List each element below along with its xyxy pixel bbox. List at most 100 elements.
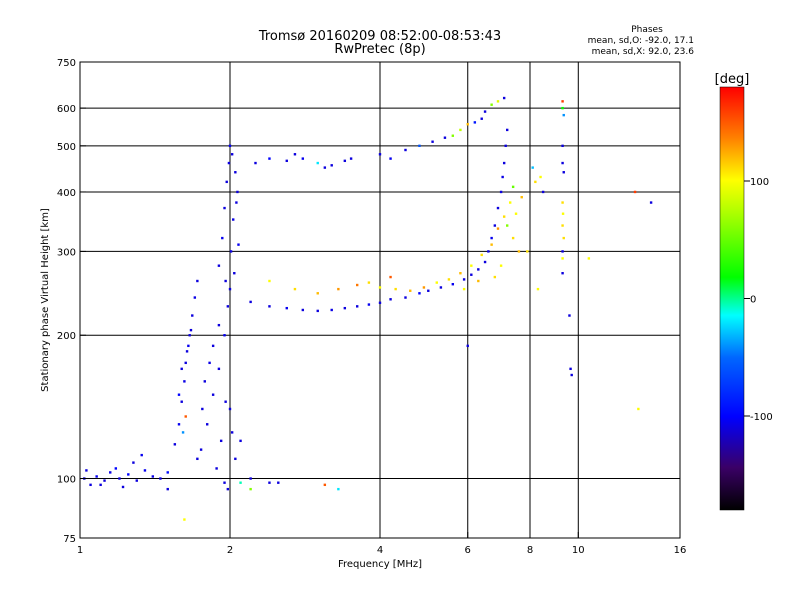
data-point <box>217 367 221 371</box>
data-point <box>561 144 564 148</box>
data-point <box>637 407 640 411</box>
y-tick-label: 300 <box>57 247 76 258</box>
data-point <box>418 144 421 148</box>
x-axis-label: Frequency [MHz] <box>338 559 422 570</box>
data-point <box>180 400 183 403</box>
data-point <box>316 292 319 295</box>
data-point <box>230 153 234 156</box>
data-point <box>132 461 135 464</box>
data-point <box>268 305 271 308</box>
data-point <box>389 157 392 160</box>
data-point <box>184 361 187 365</box>
data-point <box>477 268 480 271</box>
data-point <box>435 281 438 284</box>
data-point <box>561 212 565 215</box>
data-point <box>151 475 155 478</box>
data-point <box>254 161 257 165</box>
data-point <box>367 281 371 284</box>
data-point <box>199 448 203 451</box>
data-point <box>447 278 451 281</box>
data-point <box>293 153 297 156</box>
data-point <box>184 415 187 418</box>
data-point <box>185 350 189 353</box>
data-point <box>228 407 232 411</box>
data-point <box>561 250 564 253</box>
data-point <box>228 144 232 148</box>
data-point <box>277 481 280 484</box>
data-point <box>193 296 197 299</box>
data-point <box>226 487 230 491</box>
data-point <box>389 275 392 279</box>
data-point <box>569 367 572 371</box>
data-point <box>285 306 288 310</box>
data-point <box>531 166 534 169</box>
y-tick-label: 500 <box>57 142 76 153</box>
data-point <box>561 272 564 275</box>
data-point <box>337 287 340 291</box>
x-tick-label: 16 <box>674 545 687 556</box>
data-point <box>389 298 392 301</box>
data-point <box>223 481 226 484</box>
y-axis-label: Stationary phase Virtual Height [km] <box>40 208 51 392</box>
data-point <box>349 157 353 160</box>
data-point <box>568 314 571 317</box>
data-point <box>343 306 347 310</box>
data-point <box>103 479 106 482</box>
data-point <box>177 393 181 396</box>
data-point <box>135 479 138 482</box>
data-point <box>427 289 430 292</box>
data-point <box>114 467 118 470</box>
data-point <box>239 439 242 443</box>
y-tick-label: 75 <box>63 534 76 545</box>
data-point <box>459 128 462 132</box>
x-tick-label: 1 <box>77 545 83 556</box>
data-point <box>215 467 218 470</box>
data-point <box>143 469 147 472</box>
data-point <box>237 243 240 246</box>
data-point <box>490 103 493 106</box>
phase-stats-heading: Phases <box>631 25 663 35</box>
data-point <box>173 443 177 446</box>
data-point <box>431 140 434 143</box>
data-point <box>394 287 397 291</box>
data-point <box>208 361 211 365</box>
data-point <box>451 283 455 286</box>
data-point <box>483 110 487 113</box>
data-point <box>404 296 407 299</box>
data-point <box>166 487 169 491</box>
data-point <box>187 344 190 348</box>
data-point <box>570 373 573 377</box>
data-point <box>201 407 204 411</box>
data-point <box>235 201 238 204</box>
phase-stats-o: mean, sd,O: -92.0, 17.1 <box>588 36 694 46</box>
y-tick-label: 200 <box>57 331 76 342</box>
data-point <box>189 328 193 332</box>
data-point <box>249 300 252 304</box>
y-tick-label: 600 <box>57 104 76 115</box>
data-point <box>378 301 382 304</box>
chart-title: Tromsø 20160209 08:52:00-08:53:43 <box>258 29 501 44</box>
data-point <box>316 309 319 313</box>
phase-stats-x: mean, sd,X: 92.0, 23.6 <box>592 47 695 57</box>
data-point <box>462 287 466 291</box>
data-point <box>502 215 506 218</box>
data-point <box>203 380 206 383</box>
data-point <box>483 260 487 264</box>
data-point <box>499 264 503 267</box>
data-point <box>443 136 447 139</box>
data-point <box>323 166 327 169</box>
data-point <box>511 185 515 189</box>
data-point <box>233 272 236 275</box>
y-tick-label: 100 <box>57 475 76 486</box>
data-point <box>418 292 421 295</box>
data-point <box>249 487 252 491</box>
data-point <box>422 286 426 289</box>
x-tick-label: 2 <box>227 545 233 556</box>
y-tick-label: 750 <box>57 58 76 69</box>
data-point <box>191 314 194 317</box>
data-point <box>526 250 529 253</box>
data-point <box>502 96 506 100</box>
data-point <box>224 400 227 403</box>
data-point <box>227 161 231 165</box>
data-point <box>234 171 237 174</box>
